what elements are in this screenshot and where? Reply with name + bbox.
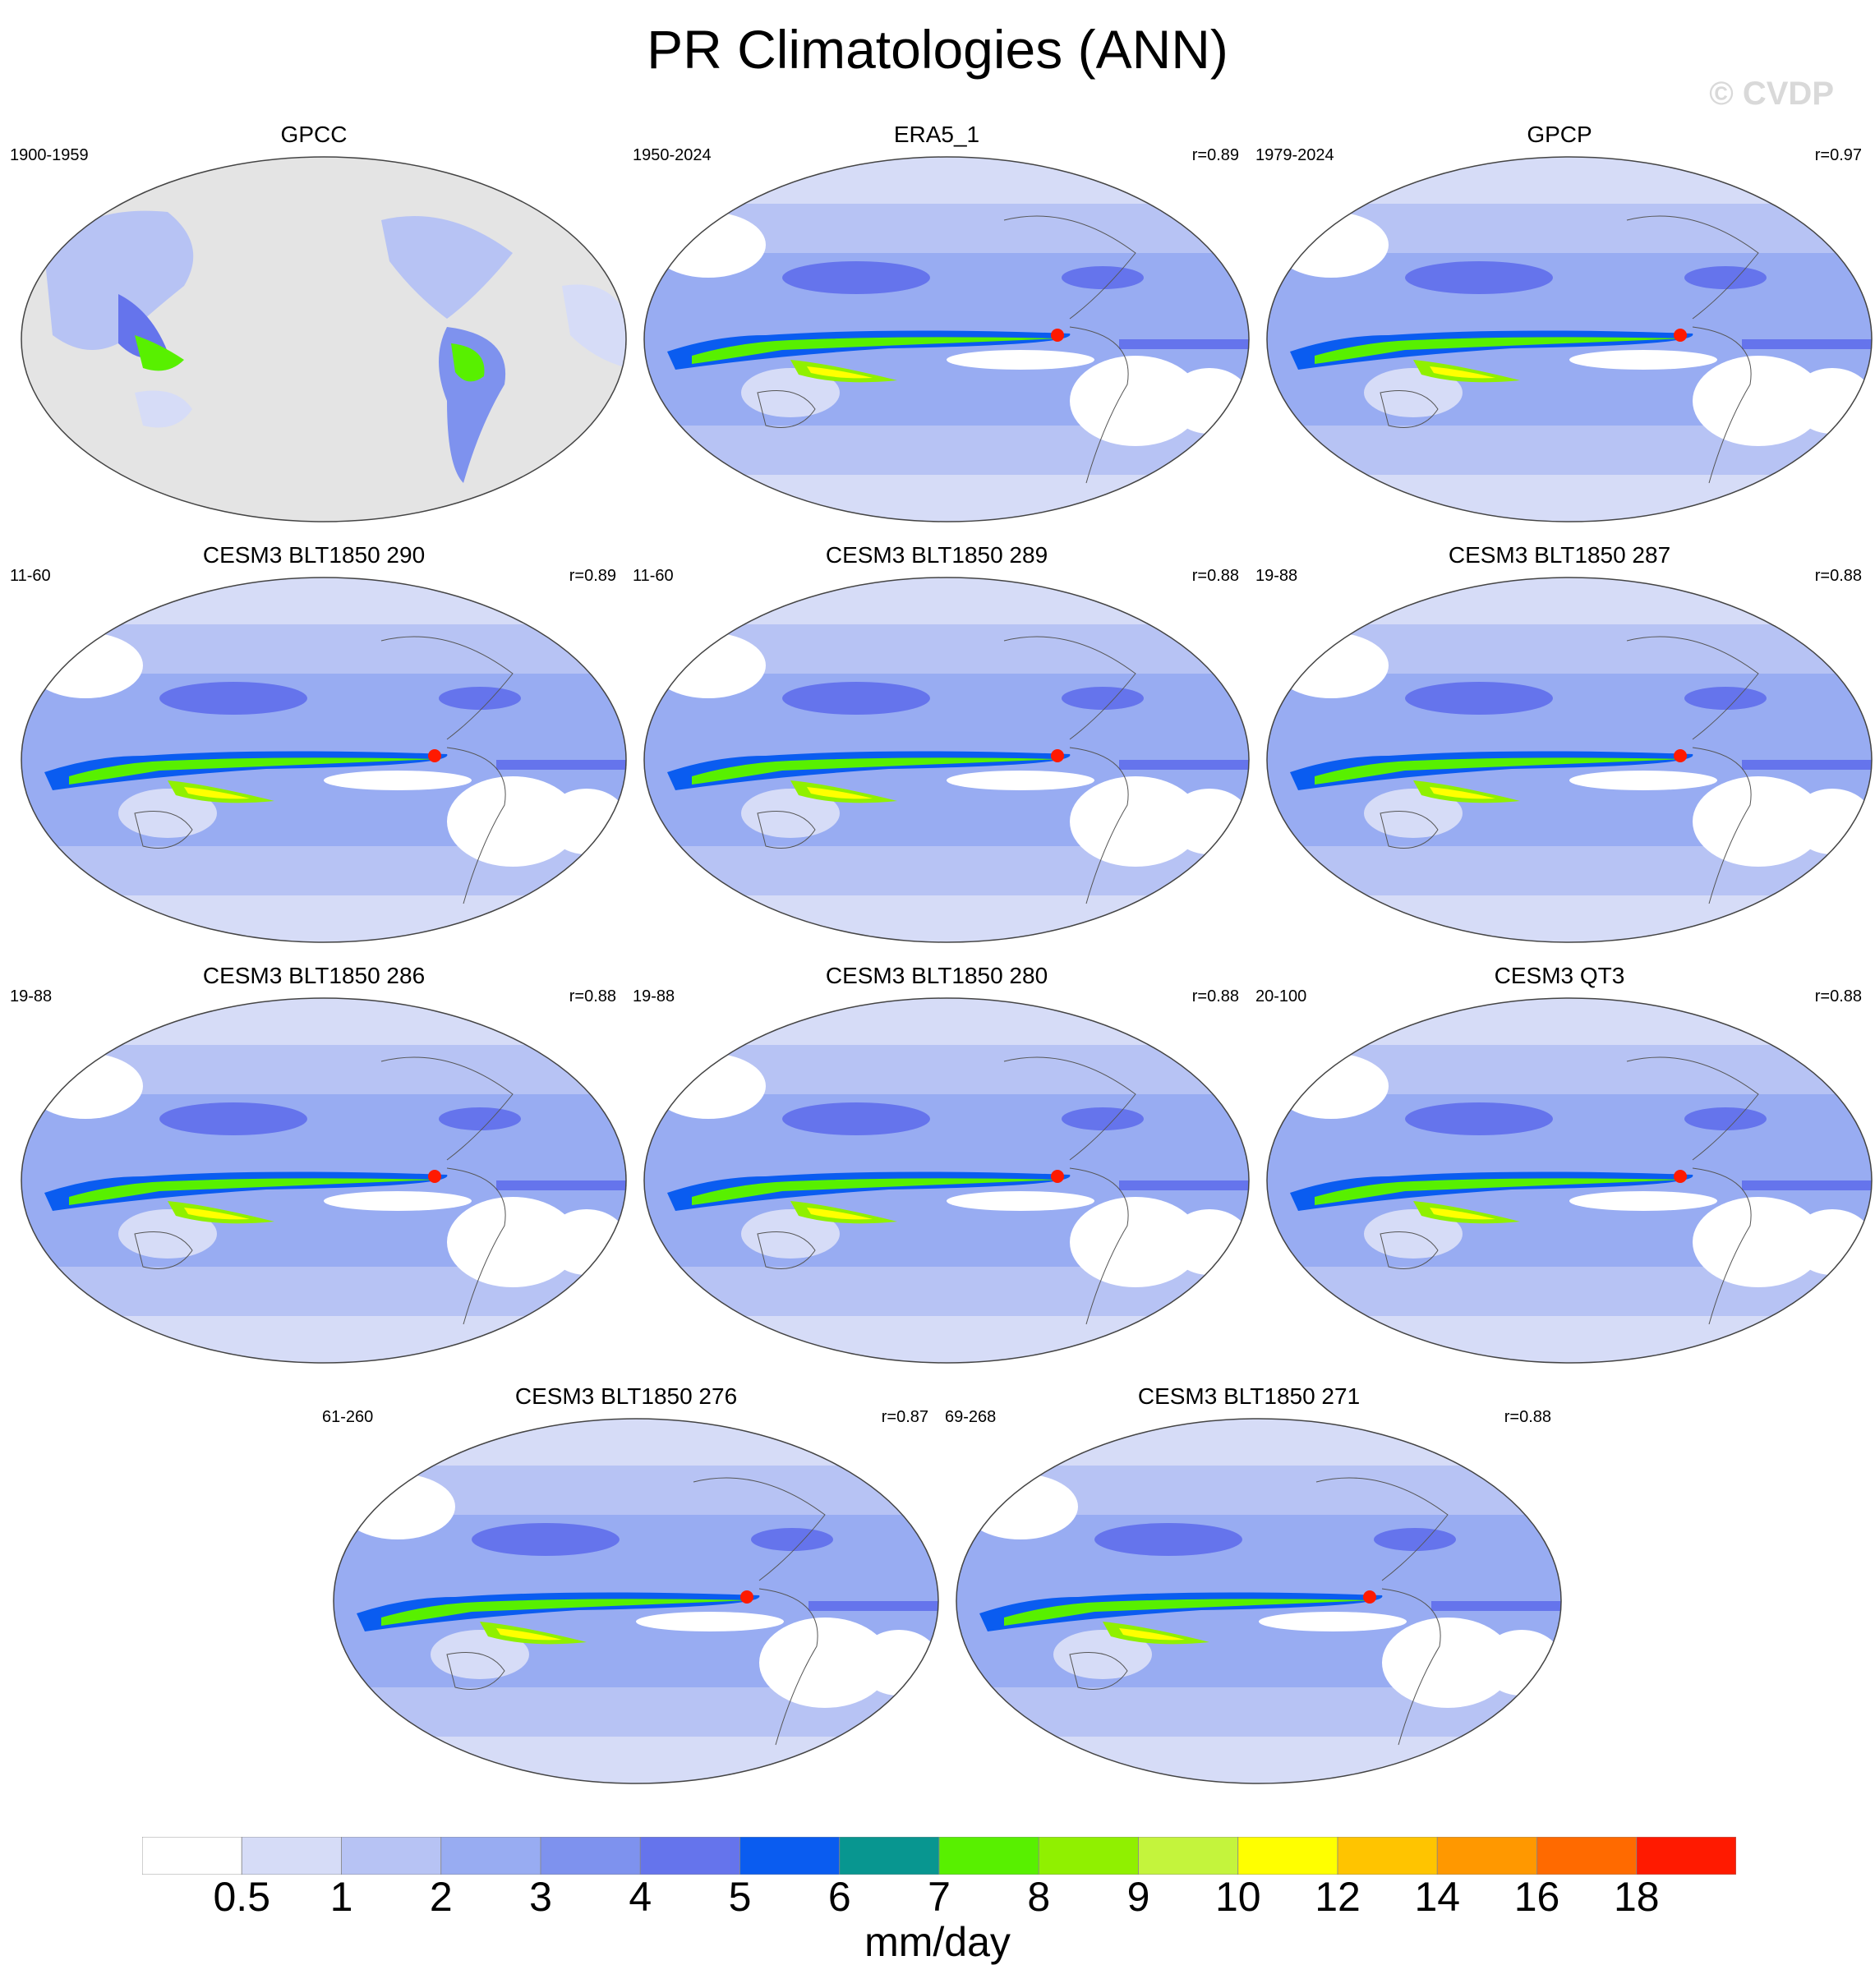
world-map [643,996,1251,1369]
map-panel: CESM3 BLT1850 289 11-60 r=0.88 [633,542,1250,948]
panel-title: CESM3 BLT1850 286 [202,963,426,988]
colorbar-swatch [241,1837,342,1875]
colorbar-tick-label: 12 [1315,1874,1361,1920]
panel-period: 19-88 [633,987,675,1006]
panel-title: GPCC [280,122,348,147]
colorbar-swatch [1138,1837,1239,1875]
world-map [20,154,628,528]
map-panel: CESM3 BLT1850 290 11-60 r=0.89 [10,542,627,948]
map-panel: ERA5_1 1950-2024 r=0.89 [633,122,1250,527]
panel-correlation: r=0.89 [569,567,616,585]
watermark: © CVDP [1709,76,1834,112]
panel-correlation: r=0.88 [1191,987,1239,1006]
colorbar-swatch [1636,1837,1736,1875]
colorbar-tick-label: 8 [1027,1874,1051,1920]
panel-period: 1900-1959 [10,146,89,164]
figure-title: PR Climatologies (ANN) [647,19,1228,80]
colorbar-swatch [1536,1837,1638,1875]
panel-title: CESM3 BLT1850 290 [202,542,426,568]
map-panel: CESM3 BLT1850 276 61-260 r=0.87 [322,1383,939,1789]
colorbar-units: mm/day [864,1919,1011,1965]
colorbar-swatch [540,1837,641,1875]
panel-correlation: r=0.88 [1504,1408,1551,1426]
panel-title: ERA5_1 [893,122,980,147]
panel-period: 61-260 [322,1408,374,1426]
panel-period: 11-60 [633,567,674,585]
panel-correlation: r=0.88 [1814,567,1862,585]
colorbar-swatch [341,1837,442,1875]
world-map [332,1416,940,1790]
colorbar-tick-label: 18 [1613,1874,1660,1920]
panel-title: CESM3 BLT1850 289 [825,542,1048,568]
panel-period: 20-100 [1255,987,1307,1006]
world-map [955,1416,1563,1790]
colorbar-tick-label: 4 [629,1874,652,1920]
panel-title: CESM3 BLT1850 271 [1137,1383,1361,1409]
map-panel: CESM3 BLT1850 287 19-88 r=0.88 [1255,542,1873,948]
colorbar-swatch [440,1837,541,1875]
panel-period: 69-268 [945,1408,997,1426]
colorbar-swatch [1436,1837,1537,1875]
colorbar-swatch [938,1837,1039,1875]
colorbar-tick-label: 0.5 [213,1874,271,1920]
world-map [20,575,628,949]
world-map [20,996,628,1369]
colorbar-tick-label: 9 [1126,1874,1150,1920]
panel-period: 1979-2024 [1255,146,1334,164]
colorbar-swatch [1237,1837,1338,1875]
colorbar-tick-label: 14 [1414,1874,1461,1920]
map-panel: GPCP 1979-2024 r=0.97 [1255,122,1873,527]
panel-correlation: r=0.97 [1814,146,1862,164]
world-map [1265,996,1873,1369]
map-panel: CESM3 BLT1850 271 69-268 r=0.88 [945,1383,1562,1789]
colorbar-tick-label: 7 [928,1874,951,1920]
colorbar-swatch [1038,1837,1139,1875]
colorbar-tick-label: 2 [429,1874,453,1920]
map-panel: CESM3 BLT1850 286 19-88 r=0.88 [10,963,627,1369]
colorbar-tick-label: 5 [728,1874,752,1920]
colorbar-swatch [839,1837,940,1875]
colorbar-swatch [1337,1837,1438,1875]
map-panel: CESM3 QT3 20-100 r=0.88 [1255,963,1873,1369]
panel-correlation: r=0.89 [1191,146,1239,164]
colorbar-tick-label: 1 [329,1874,353,1920]
colorbar-tick-label: 10 [1214,1874,1261,1920]
colorbar-swatch [739,1837,841,1875]
colorbar-tick-label: 6 [827,1874,851,1920]
panel-title: GPCP [1527,122,1592,147]
panel-period: 1950-2024 [633,146,712,164]
panel-period: 11-60 [10,567,51,585]
panel-period: 19-88 [10,987,53,1006]
colorbar-tick-label: 3 [529,1874,552,1920]
colorbar-tick-label: 16 [1513,1874,1560,1920]
panel-correlation: r=0.88 [1191,567,1239,585]
panel-correlation: r=0.88 [569,987,616,1006]
colorbar-swatch [639,1837,740,1875]
panel-title: CESM3 BLT1850 280 [825,963,1048,988]
colorbar [142,1837,1736,1875]
colorbar-swatch [142,1837,242,1875]
world-map [1265,575,1873,949]
map-panel: GPCC 1900-1959 [10,122,627,527]
world-map [1265,154,1873,528]
world-map [643,154,1251,528]
map-panel: CESM3 BLT1850 280 19-88 r=0.88 [633,963,1250,1369]
panel-title: CESM3 BLT1850 276 [514,1383,738,1409]
panel-correlation: r=0.88 [1814,987,1862,1006]
panel-period: 19-88 [1255,567,1298,585]
colorbar-tick-labels: 0.5 1 2 3 4 5 6 7 8 9 10 12 14 16 18 [0,1873,1875,1922]
panel-title: CESM3 QT3 [1494,963,1625,988]
panel-correlation: r=0.87 [881,1408,928,1426]
world-map [643,575,1251,949]
panel-title: CESM3 BLT1850 287 [1448,542,1671,568]
